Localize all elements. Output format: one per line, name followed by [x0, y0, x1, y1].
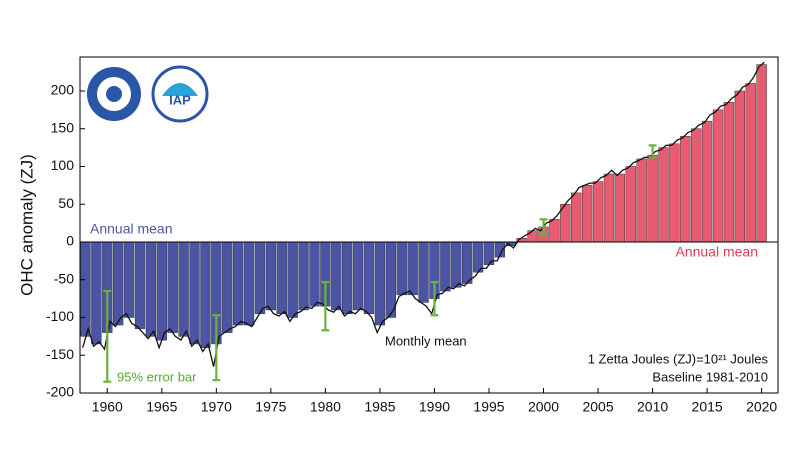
bar — [363, 241, 375, 314]
x-tick-label: 1995 — [473, 399, 504, 415]
x-tick-label: 2015 — [692, 399, 723, 415]
bar — [691, 128, 702, 243]
bar — [145, 241, 157, 337]
bar — [287, 241, 298, 318]
bar — [80, 241, 91, 337]
bar — [254, 241, 266, 314]
bar — [745, 83, 756, 243]
bar — [571, 192, 582, 243]
logo-iap-mark: IAP — [169, 92, 191, 107]
y-tick-label: 100 — [51, 157, 75, 173]
bar — [723, 102, 735, 243]
bar — [222, 241, 233, 333]
bar — [712, 109, 724, 243]
bar — [407, 241, 418, 296]
bar — [189, 241, 200, 345]
bar — [265, 241, 277, 311]
bar — [418, 241, 429, 303]
annotation: Annual mean — [675, 244, 758, 260]
bar — [352, 241, 364, 311]
x-tick-label: 1980 — [310, 399, 341, 415]
y-tick-label: -100 — [46, 308, 74, 324]
bar — [625, 166, 636, 243]
logos: IAP — [87, 65, 209, 123]
y-tick-label: 150 — [51, 119, 75, 135]
logo-iap-dome — [162, 83, 198, 96]
bar — [680, 136, 691, 243]
bar — [701, 120, 713, 243]
bar — [167, 241, 178, 333]
x-tick-label: 1990 — [419, 399, 450, 415]
error-bar — [539, 218, 548, 236]
x-tick-label: 2010 — [637, 399, 668, 415]
x-tick-label: 1985 — [364, 399, 395, 415]
x-tick-label: 2000 — [528, 399, 559, 415]
bar — [669, 143, 680, 243]
bar — [756, 64, 767, 243]
bar — [658, 147, 669, 243]
y-axis-label: OHC anomaly (ZJ) — [17, 154, 36, 296]
logo-cas-core — [106, 86, 122, 102]
error-bar — [212, 314, 221, 382]
bar — [200, 241, 211, 348]
bar — [374, 241, 386, 326]
bar — [581, 185, 593, 243]
bar — [592, 181, 604, 243]
x-tick-label: 1970 — [201, 399, 232, 415]
plot-frame — [79, 56, 779, 394]
y-tick-label: -150 — [46, 346, 74, 362]
error-bar — [321, 280, 330, 332]
annotation: Baseline 1981-2010 — [652, 369, 768, 384]
bar — [156, 241, 167, 341]
bar — [603, 173, 615, 243]
bar — [472, 241, 484, 273]
x-tick-label: 1965 — [146, 399, 177, 415]
bar — [309, 241, 320, 307]
x-tick-label: 1975 — [255, 399, 286, 415]
x-tick-label: 2020 — [746, 399, 777, 415]
bar — [549, 219, 560, 243]
bar — [123, 241, 135, 318]
annotation: 1 Zetta Joules (ZJ)=10²¹ Joules — [588, 351, 769, 366]
x-tick-label: 2005 — [582, 399, 613, 415]
bar — [276, 241, 287, 314]
y-tick-label: 50 — [58, 195, 74, 211]
bar — [636, 158, 647, 243]
bar — [734, 90, 745, 243]
bar — [232, 241, 244, 326]
bar — [134, 241, 146, 330]
error-bar — [430, 280, 439, 317]
bar — [396, 241, 407, 296]
bar — [647, 154, 658, 243]
bar — [243, 241, 255, 326]
y-tick-label: 200 — [51, 82, 75, 98]
bar — [342, 241, 353, 314]
annotation: Annual mean — [90, 221, 173, 237]
y-tick-label: -50 — [54, 270, 74, 286]
bar — [178, 241, 189, 337]
error-bar — [103, 289, 112, 383]
y-tick-label: -200 — [46, 384, 74, 400]
annotation: Monthly mean — [385, 333, 467, 348]
bar — [527, 230, 538, 243]
bar — [440, 241, 451, 292]
error-bar — [648, 144, 657, 159]
bar — [331, 241, 342, 311]
bar — [462, 241, 473, 284]
bar — [298, 241, 309, 311]
bar — [91, 241, 102, 345]
bar — [385, 241, 396, 318]
annotation: 95% error bar — [117, 369, 197, 384]
x-tick-label: 1960 — [92, 399, 123, 415]
bar — [451, 241, 462, 288]
y-tick-label: 0 — [66, 233, 74, 249]
bar — [113, 241, 124, 326]
bar — [614, 173, 626, 243]
